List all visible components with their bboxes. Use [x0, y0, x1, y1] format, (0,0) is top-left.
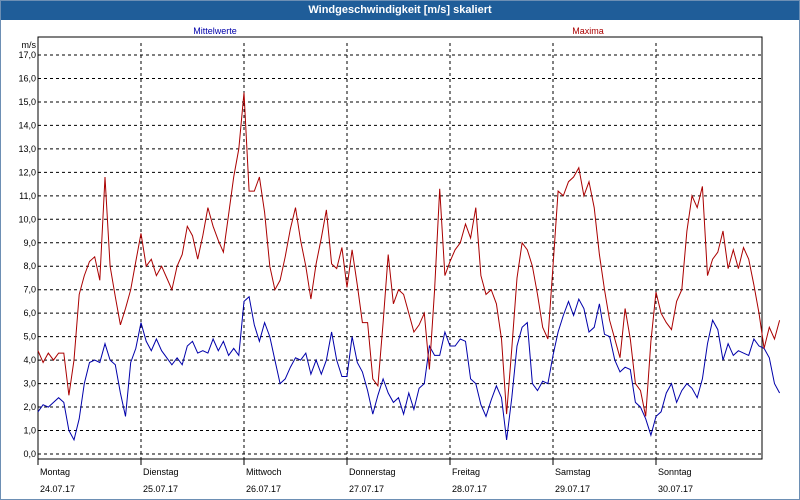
y-tick-label: 14,0	[18, 120, 36, 130]
x-day-label: Samstag	[555, 467, 591, 477]
x-date-label: 28.07.17	[452, 484, 487, 494]
x-date-label: 25.07.17	[143, 484, 178, 494]
y-tick-label: 5,0	[23, 332, 36, 342]
x-day-label: Dienstag	[143, 467, 179, 477]
y-tick-label: 12,0	[18, 167, 36, 177]
x-date-label: 29.07.17	[555, 484, 590, 494]
series-line-mittelwerte	[37, 295, 781, 442]
chart-title: Windgeschwindigkeit [m/s] skaliert	[1, 1, 799, 20]
series-lines	[37, 92, 781, 442]
x-date-label: 27.07.17	[349, 484, 384, 494]
y-tick-label: 17,0	[18, 50, 36, 60]
plot-area	[37, 36, 763, 460]
x-date-label: 30.07.17	[658, 484, 693, 494]
y-tick-label: 15,0	[18, 97, 36, 107]
series-line-maxima	[37, 92, 781, 417]
y-tick-label: 3,0	[23, 379, 36, 389]
x-date-label: 24.07.17	[40, 484, 75, 494]
y-tick-label: 16,0	[18, 73, 36, 83]
y-tick-label: 10,0	[18, 214, 36, 224]
y-axis-unit: m/s	[22, 40, 37, 50]
x-day-label: Mittwoch	[246, 467, 282, 477]
y-tick-label: 13,0	[18, 144, 36, 154]
y-tick-label: 6,0	[23, 308, 36, 318]
y-tick-label: 7,0	[23, 285, 36, 295]
y-tick-label: 4,0	[23, 355, 36, 365]
x-day-label: Montag	[40, 467, 70, 477]
y-tick-label: 0,0	[23, 449, 36, 459]
legend-maxima: Maxima	[572, 26, 604, 36]
x-day-label: Donnerstag	[349, 467, 396, 477]
y-tick-label: 9,0	[23, 238, 36, 248]
y-tick-label: 1,0	[23, 426, 36, 436]
x-date-label: 26.07.17	[246, 484, 281, 494]
x-day-label: Sonntag	[658, 467, 692, 477]
legend-mittelwerte: Mittelwerte	[193, 26, 237, 36]
y-tick-label: 8,0	[23, 261, 36, 271]
y-tick-label: 2,0	[23, 402, 36, 412]
y-tick-label: 11,0	[19, 191, 36, 201]
x-day-label: Freitag	[452, 467, 480, 477]
x-axis-labels: Montag 24.07.17 Dienstag 25.07.17 Mittwoch 26…	[37, 459, 693, 494]
grid	[38, 43, 762, 459]
y-axis-ticks: 0,0 1,0 2,0 3,0 4,0 5,0 6,0 7,0 8,0 9,0 10,0 11,0 12…	[18, 50, 36, 459]
